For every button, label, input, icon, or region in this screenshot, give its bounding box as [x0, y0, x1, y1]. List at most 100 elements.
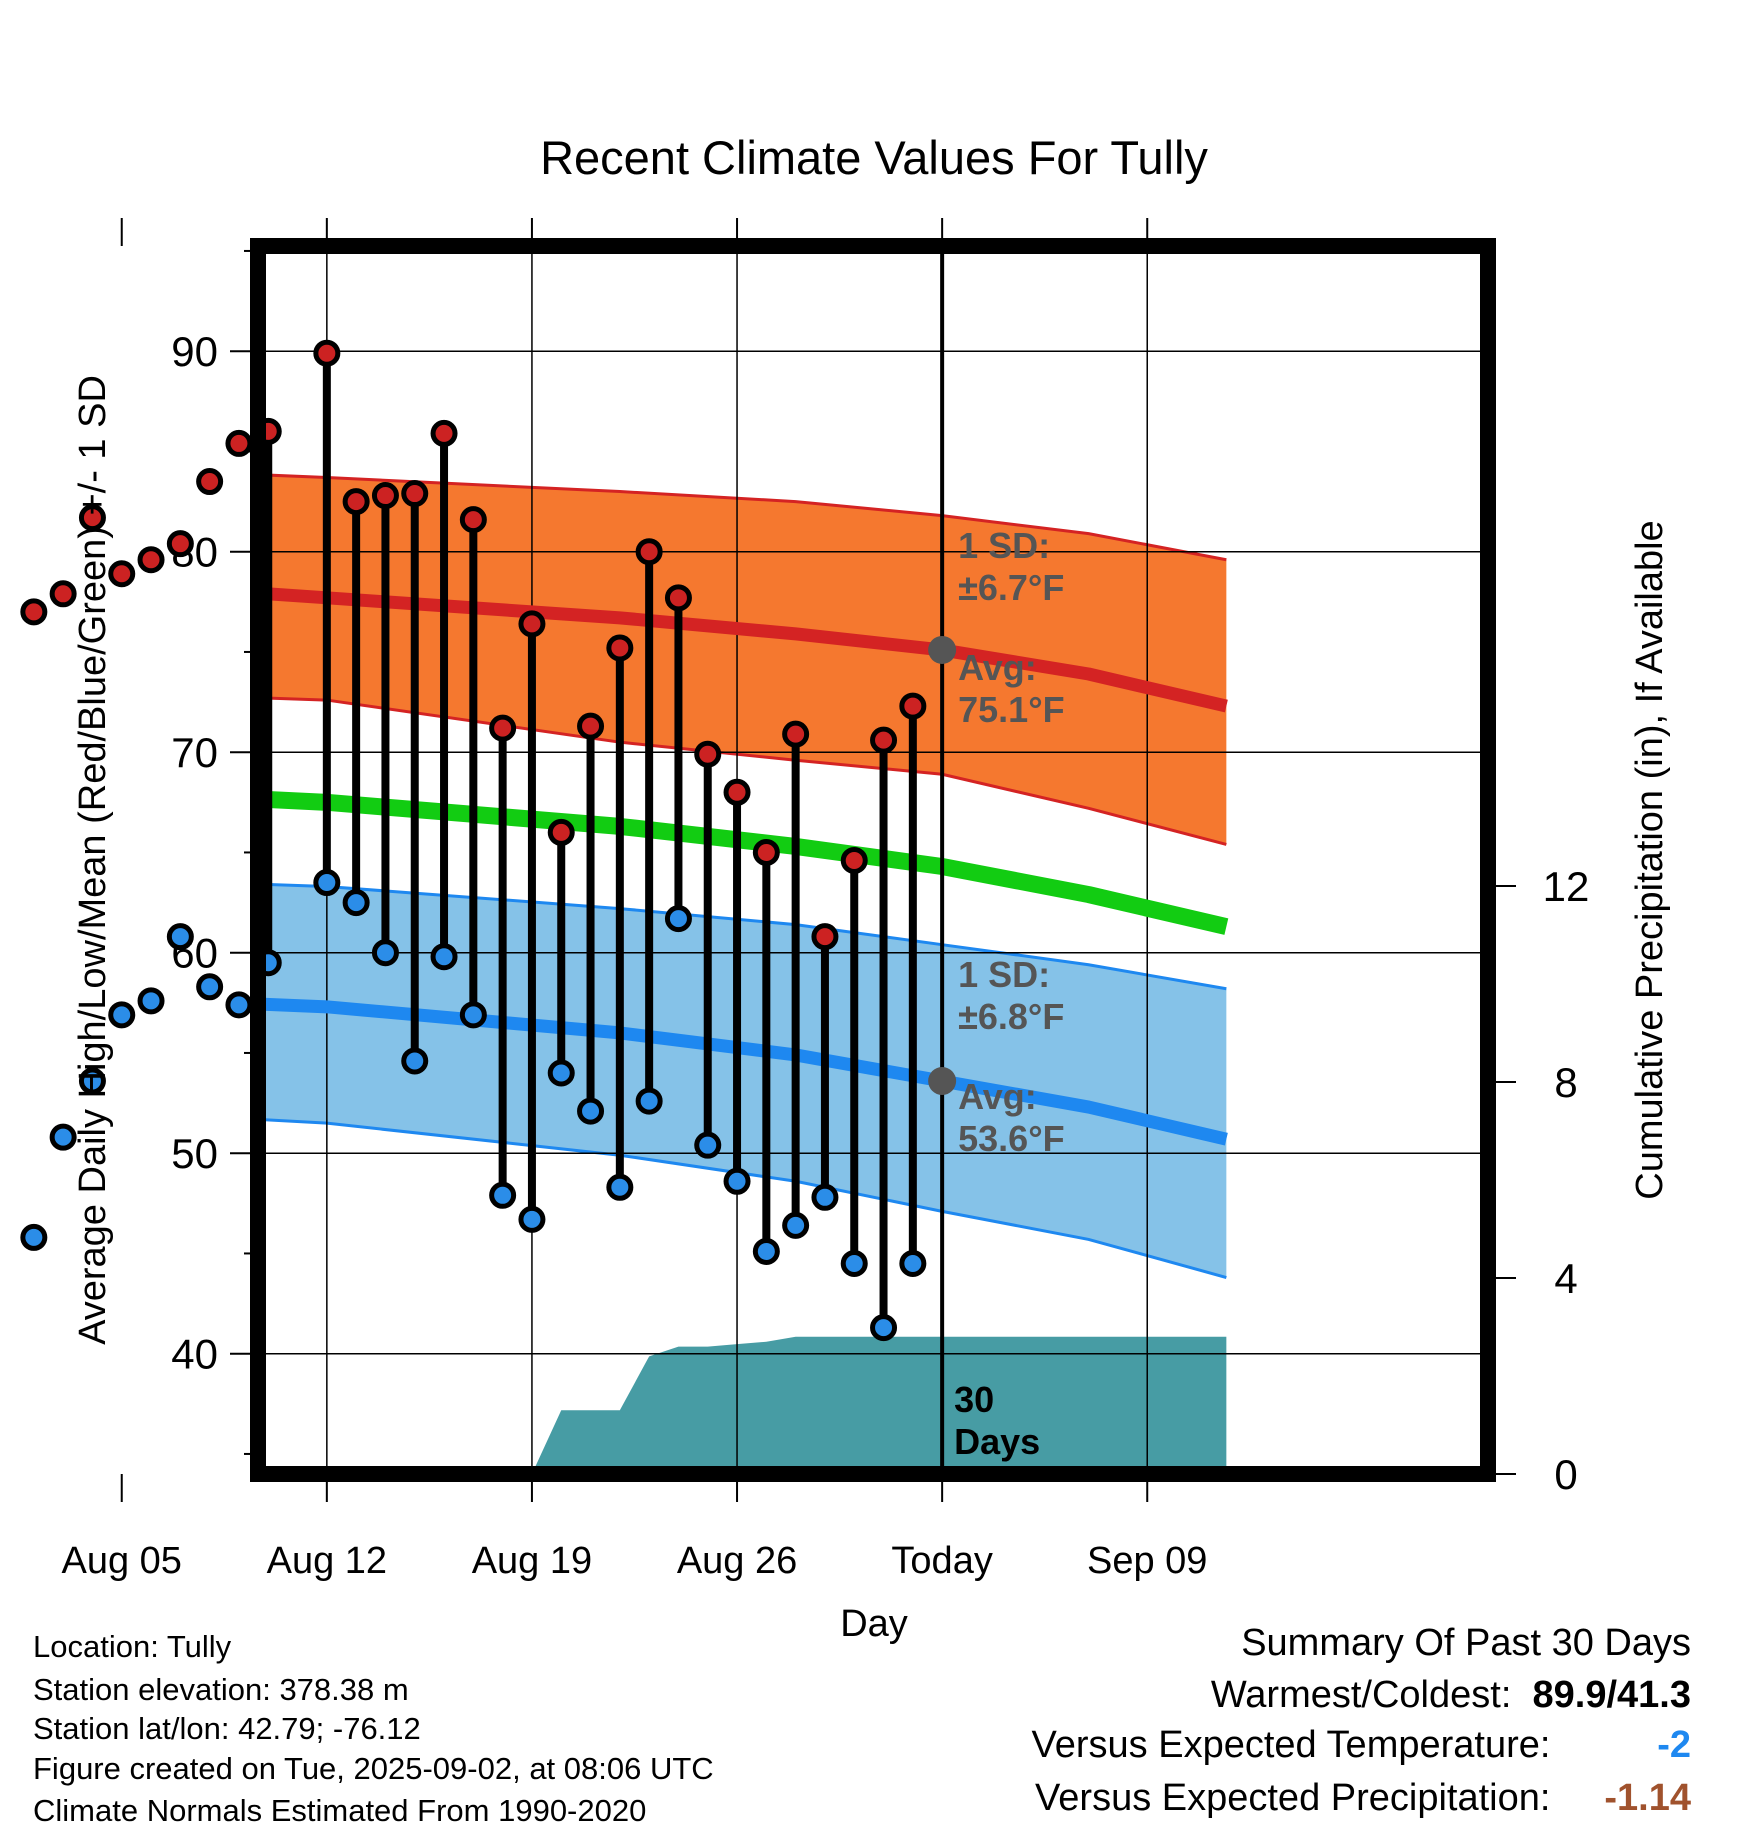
daily-high-point: [577, 712, 605, 740]
low-avg-value: 53.6°F: [958, 1118, 1064, 1159]
normals-text: Climate Normals Estimated From 1990-2020: [33, 1793, 647, 1828]
daily-high-point: [225, 429, 253, 457]
daily-high-point: [459, 506, 487, 534]
daily-low-point: [196, 973, 224, 1001]
daily-low-point: [78, 1067, 106, 1095]
x-tick-label: Aug 12: [267, 1540, 387, 1582]
daily-low-point: [694, 1131, 722, 1159]
today-high-marker: [928, 635, 957, 664]
daily-high-point: [694, 740, 722, 768]
temp-value: -2: [1657, 1724, 1691, 1766]
daily-high-point: [137, 546, 165, 574]
precip-value: -1.14: [1604, 1777, 1691, 1819]
y-tick-label-right: 8: [1554, 1059, 1577, 1106]
daily-low-point: [840, 1249, 868, 1277]
daily-high-point: [20, 598, 48, 626]
daily-high-point: [547, 818, 575, 846]
daily-high-point: [870, 726, 898, 754]
y-tick-label-left: 90: [171, 328, 218, 375]
y-tick-label-left: 70: [171, 729, 218, 776]
daily-low-point: [811, 1183, 839, 1211]
daily-low-point: [49, 1123, 77, 1151]
daily-high-point: [430, 419, 458, 447]
daily-high-point: [78, 504, 106, 532]
daily-high-point: [108, 560, 136, 588]
normal-mean-line: [258, 790, 1229, 935]
y-tick-label-left: 50: [171, 1130, 218, 1177]
daily-high-point: [166, 530, 194, 558]
window-label-number: 30: [954, 1379, 994, 1420]
daily-low-point: [606, 1173, 634, 1201]
precipitation-area: [531, 1336, 1227, 1474]
daily-low-point: [664, 905, 692, 933]
window-label-unit: Days: [954, 1421, 1040, 1462]
x-tick-label: Sep 09: [1087, 1540, 1207, 1582]
summary-warm-cold: Warmest/Coldest: 89.9/41.3: [1211, 1676, 1691, 1714]
low-sd-value: ±6.8°F: [958, 996, 1064, 1037]
daily-low-point: [225, 991, 253, 1019]
low-avg-label: Avg:: [958, 1076, 1037, 1117]
daily-low-point: [635, 1087, 663, 1115]
daily-high-point: [752, 838, 780, 866]
daily-low-point: [20, 1223, 48, 1251]
summary-temp: Versus Expected Temperature: -2: [1032, 1726, 1691, 1764]
y-axis-label-left: Average Daily High/Low/Mean (Red/Blue/Gr…: [72, 375, 114, 1345]
high-avg-label: Avg:: [958, 647, 1037, 688]
x-tick-label: Today: [891, 1540, 992, 1582]
y-tick-label-right: 12: [1543, 863, 1590, 910]
y-tick-label-right: 4: [1554, 1255, 1577, 1302]
daily-high-point: [664, 584, 692, 612]
daily-low-point: [401, 1047, 429, 1075]
daily-low-point: [430, 943, 458, 971]
low-sd-label: 1 SD:: [958, 954, 1050, 995]
x-axis-label: Day: [840, 1603, 908, 1645]
daily-low-point: [723, 1167, 751, 1195]
daily-low-point: [752, 1237, 780, 1265]
y-tick-label-right: 0: [1554, 1451, 1577, 1498]
daily-low-point: [870, 1314, 898, 1342]
x-tick-label: Aug 19: [472, 1540, 592, 1582]
daily-low-point: [899, 1249, 927, 1277]
temp-label: Versus Expected Temperature:: [1031, 1724, 1551, 1766]
daily-high-point: [782, 720, 810, 748]
location-text: Location: Tully: [33, 1629, 232, 1664]
daily-low-point: [459, 1001, 487, 1029]
daily-low-point: [342, 889, 370, 917]
warm-cold-value: 89.9/41.3: [1532, 1674, 1691, 1716]
daily-high-point: [723, 778, 751, 806]
precip-label: Versus Expected Precipitation:: [1035, 1777, 1551, 1819]
daily-high-point: [489, 714, 517, 742]
daily-high-point: [196, 468, 224, 496]
latlon-text: Station lat/lon: 42.79; -76.12: [33, 1711, 421, 1746]
daily-high-point: [635, 538, 663, 566]
chart-title: Recent Climate Values For Tully: [540, 131, 1208, 184]
daily-low-point: [166, 923, 194, 951]
high-sd-label: 1 SD:: [958, 525, 1050, 566]
daily-low-point: [547, 1059, 575, 1087]
daily-high-point: [401, 480, 429, 508]
daily-low-point: [577, 1097, 605, 1125]
daily-high-point: [342, 488, 370, 516]
daily-low-point: [108, 1001, 136, 1029]
created-text: Figure created on Tue, 2025-09-02, at 08…: [33, 1751, 714, 1786]
today-low-marker: [928, 1067, 957, 1096]
daily-high-point: [899, 692, 927, 720]
daily-low-point: [782, 1211, 810, 1239]
daily-high-point: [606, 634, 634, 662]
y-tick-label-left: 40: [171, 1331, 218, 1378]
daily-low-point: [371, 939, 399, 967]
daily-low-point: [137, 987, 165, 1015]
daily-high-point: [313, 339, 341, 367]
y-axis-label-right: Cumulative Precipitation (in), If Availa…: [1629, 520, 1671, 1199]
daily-low-point: [489, 1181, 517, 1209]
daily-high-point: [518, 610, 546, 638]
warm-cold-label: Warmest/Coldest:: [1210, 1674, 1512, 1716]
summary-precip: Versus Expected Precipitation: -1.14: [1035, 1779, 1691, 1817]
plot-frame: [250, 238, 1496, 1482]
x-tick-label: Aug 26: [677, 1540, 797, 1582]
summary-title: Summary Of Past 30 Days: [1241, 1622, 1691, 1664]
daily-high-point: [49, 580, 77, 608]
high-sd-value: ±6.7°F: [958, 567, 1064, 608]
x-tick-label: Aug 05: [62, 1540, 182, 1582]
